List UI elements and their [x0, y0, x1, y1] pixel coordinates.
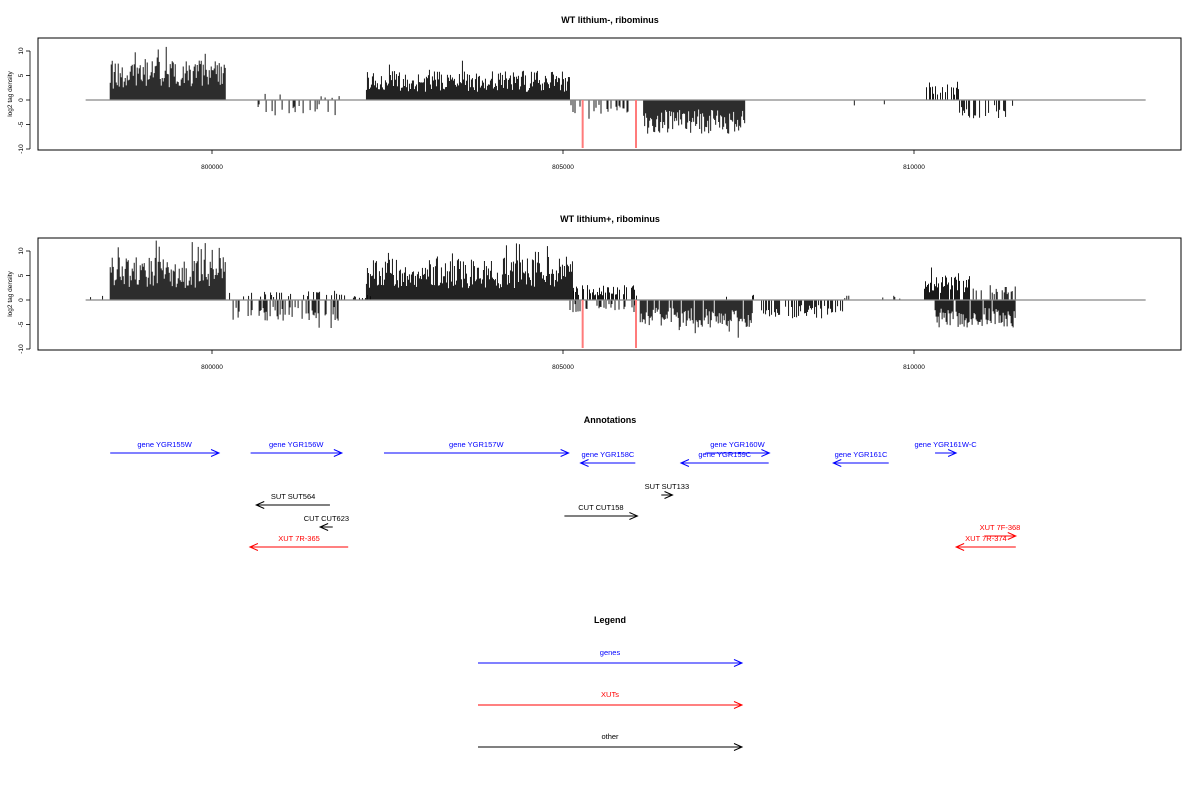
y-tick-label: 5: [18, 273, 25, 277]
feature-label: XUT 7R-374: [965, 534, 1007, 543]
feature-arrow-head: [679, 459, 690, 467]
legend-label: genes: [600, 648, 621, 657]
y-tick-label: 0: [18, 98, 25, 102]
feature-arrow-head: [947, 449, 958, 457]
x-tick-label: 810000: [903, 364, 925, 371]
feature-label: gene YGR161W-C: [914, 440, 977, 449]
annotations-title: Annotations: [584, 415, 637, 425]
y-tick-label: 0: [18, 298, 25, 302]
legend-item: XUTs: [478, 690, 744, 709]
coverage-bars: [85, 46, 1146, 149]
x-tick-label: 810000: [903, 164, 925, 171]
feature-arrow-head: [832, 459, 842, 467]
feature: gene YGR161C: [832, 450, 889, 467]
panel-title: WT lithium-, ribominus: [561, 15, 659, 25]
feature-label: XUT 7F-368: [980, 523, 1021, 532]
feature-arrow-head: [254, 501, 265, 509]
feature: gene YGR156W: [250, 440, 344, 457]
feature-arrow-head: [579, 459, 589, 467]
feature-arrow-head: [629, 512, 639, 520]
y-axis: 10 5 0 -5 -10: [18, 47, 31, 154]
feature-label: CUT CUT623: [304, 514, 349, 523]
feature: gene YGR159C: [679, 450, 769, 467]
legend-item: other: [478, 732, 744, 751]
feature-arrow-head: [560, 449, 570, 457]
feature-label: gene YGR157W: [449, 440, 504, 449]
y-tick-label: -10: [18, 144, 25, 154]
legend-arrow-head: [733, 743, 744, 751]
feature-label: gene YGR161C: [835, 450, 888, 459]
legend-label: XUTs: [601, 690, 619, 699]
feature-label: gene YGR160W: [710, 440, 765, 449]
feature-arrow-head: [761, 449, 771, 457]
feature-label: SUT SUT133: [645, 482, 689, 491]
plot-frame: [37, 237, 1182, 351]
y-tick-label: 5: [18, 73, 25, 77]
annotations-track: Annotations gene YGR155W gene YGR156W gene…: [110, 415, 1020, 551]
feature: CUT CUT623: [304, 514, 349, 531]
feature-label: XUT 7R-365: [278, 534, 320, 543]
feature: XUT 7R-365: [248, 534, 349, 551]
y-tick-label: 10: [18, 247, 25, 255]
feature-arrows: gene YGR155W gene YGR156W gene YGR157W gene…: [110, 440, 1020, 551]
panel-title: WT lithium+, ribominus: [560, 214, 660, 224]
x-tick-label: 805000: [552, 164, 574, 171]
feature: gene YGR157W: [383, 440, 570, 457]
y-axis-label: log2 tag density: [7, 70, 14, 116]
feature: gene YGR161W-C: [914, 440, 977, 457]
y-tick-label: 10: [18, 47, 25, 55]
feature: SUT SUT133: [645, 482, 689, 499]
feature-label: gene YGR155W: [137, 440, 192, 449]
feature: XUT 7R-374: [954, 534, 1016, 551]
feature-arrow-head: [954, 543, 965, 551]
legend-items: genes XUTs other: [478, 648, 744, 751]
feature-arrow-head: [664, 491, 674, 499]
feature-arrow-head: [1007, 532, 1018, 540]
y-tick-label: -10: [18, 344, 25, 354]
x-tick-label: 800000: [201, 164, 223, 171]
feature: gene YGR160W: [705, 440, 771, 457]
feature-arrow-head: [248, 543, 259, 551]
feature: gene YGR158C: [579, 450, 636, 467]
feature-label: SUT SUT564: [271, 492, 315, 501]
feature-label: gene YGR156W: [269, 440, 324, 449]
y-tick-label: -5: [18, 321, 25, 327]
x-tick-label: 800000: [201, 364, 223, 371]
feature-arrow-head: [210, 449, 221, 457]
legend-title: Legend: [594, 615, 626, 625]
feature-arrow-head: [318, 523, 329, 531]
y-tick-label: -5: [18, 121, 25, 127]
x-axis: 800000 805000 810000: [201, 150, 925, 171]
x-axis: 800000 805000 810000: [201, 350, 925, 371]
legend: Legend genes XUTs other: [478, 615, 744, 751]
coverage-bars: [85, 240, 1146, 349]
legend-label: other: [601, 732, 619, 741]
legend-arrow-head: [733, 701, 744, 709]
y-axis: 10 5 0 -5 -10: [18, 247, 31, 354]
feature-label: gene YGR159C: [698, 450, 751, 459]
feature: CUT CUT158: [564, 503, 639, 520]
feature: SUT SUT564: [254, 492, 330, 509]
y-axis-label: log2 tag density: [7, 270, 14, 316]
feature: XUT 7F-368: [980, 523, 1021, 540]
feature-label: CUT CUT158: [578, 503, 623, 512]
legend-arrow-head: [733, 659, 744, 667]
feature: gene YGR155W: [110, 440, 221, 457]
plot-frame: [37, 37, 1182, 151]
feature-arrow-head: [333, 449, 344, 457]
feature-label: gene YGR158C: [582, 450, 635, 459]
legend-item: genes: [478, 648, 744, 667]
x-tick-label: 805000: [552, 364, 574, 371]
